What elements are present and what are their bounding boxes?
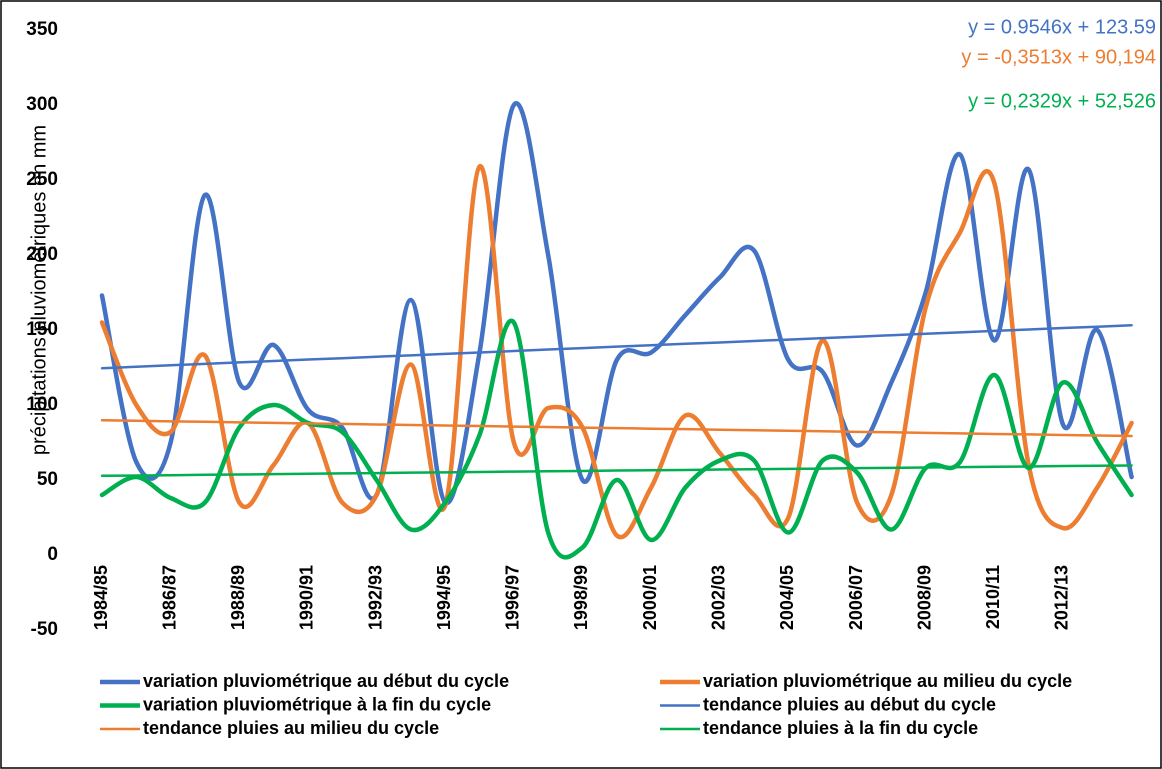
x-tick-label: 2002/03 bbox=[709, 565, 729, 630]
x-tick-label: 1994/95 bbox=[434, 565, 454, 630]
trend-equation: y = 0.9546x + 123.59 bbox=[968, 16, 1156, 38]
trend-equation: y = 0,2329x + 52,526 bbox=[968, 90, 1156, 112]
data-line bbox=[99, 318, 1134, 560]
y-tick-label: 200 bbox=[26, 244, 58, 265]
legend-label: tendance pluies à la fin du cycle bbox=[703, 718, 978, 738]
legend-label: tendance pluies au début du cycle bbox=[703, 694, 996, 714]
x-tick-label: 1986/87 bbox=[159, 565, 179, 630]
y-tick-label: 300 bbox=[26, 94, 58, 115]
y-tick-label: 0 bbox=[47, 544, 58, 565]
trend-equation: y = -0,3513x + 90,194 bbox=[961, 46, 1156, 68]
x-tick-label: 2006/07 bbox=[846, 565, 866, 630]
y-axis-label: précipitations pluviométriques en mm bbox=[28, 125, 50, 455]
y-tick-label: -50 bbox=[31, 619, 58, 640]
x-tick-label: 2010/11 bbox=[983, 565, 1003, 629]
x-tick-label: 1988/89 bbox=[228, 565, 248, 630]
legend-label: variation pluviométrique à la fin du cyc… bbox=[143, 694, 491, 714]
y-tick-label: 350 bbox=[26, 19, 58, 40]
legend-label: tendance pluies au milieu du cycle bbox=[143, 718, 439, 738]
x-tick-label: 1998/99 bbox=[571, 565, 591, 630]
x-tick-label: 2012/13 bbox=[1052, 565, 1072, 630]
legend-label: variation pluviométrique au début du cyc… bbox=[143, 671, 509, 691]
y-tick-label: 50 bbox=[37, 469, 58, 490]
x-tick-label: 1990/91 bbox=[297, 565, 317, 630]
y-tick-label: 250 bbox=[26, 169, 58, 190]
data-line bbox=[99, 164, 1134, 540]
x-tick-label: 2004/05 bbox=[777, 565, 797, 630]
y-tick-label: 100 bbox=[26, 394, 58, 415]
trend-line bbox=[100, 419, 1133, 438]
x-tick-label: 2000/01 bbox=[640, 565, 660, 630]
x-tick-label: 1984/85 bbox=[91, 565, 111, 630]
legend-label: variation pluviométrique au milieu du cy… bbox=[703, 671, 1072, 691]
trend-line bbox=[100, 464, 1133, 478]
x-tick-label: 2008/09 bbox=[914, 565, 934, 630]
x-tick-label: 1992/93 bbox=[365, 565, 385, 630]
x-tick-label: 1996/97 bbox=[503, 565, 523, 630]
trend-line bbox=[100, 323, 1133, 370]
y-tick-label: 150 bbox=[26, 319, 58, 340]
